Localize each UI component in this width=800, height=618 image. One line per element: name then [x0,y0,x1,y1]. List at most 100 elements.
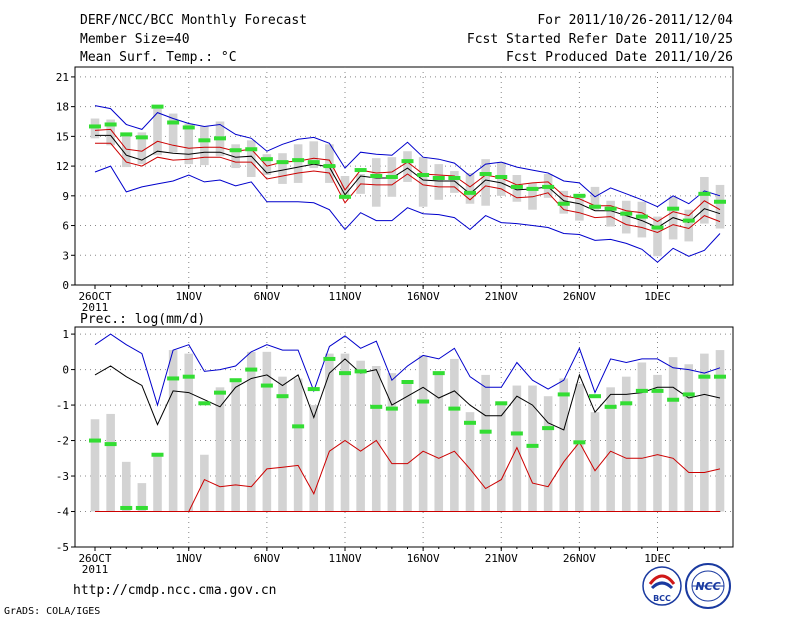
ensemble-bar [700,353,709,512]
observed-marker [339,194,351,199]
x-tick-label: 1DEC [644,290,671,303]
ensemble-bar [590,412,600,512]
y-tick-label: 0 [62,364,69,377]
ensemble-bar [481,374,490,512]
ensemble-bar [418,157,428,207]
observed-marker [245,367,258,372]
x-tick-label: 1NOV [176,290,203,303]
bcc-logo-arc-red [648,574,676,585]
ensemble-bar [278,376,287,512]
chart-title: DERF/NCC/BCC Monthly Forecast [80,13,307,28]
ensemble-bar [200,126,209,166]
x-tick-label: 16NOV [407,552,440,565]
precip-panel-title: Prec.: log(mm/d) [80,312,205,327]
observed-marker [401,380,414,384]
ensemble-bar [575,383,584,512]
ensemble-bar [606,200,615,227]
y-tick-label: 0 [62,279,69,292]
observed-marker [229,148,242,153]
ncc-logo: NCC [685,563,731,609]
ensemble-bar [340,353,350,512]
ensemble-bar [121,134,131,168]
ensemble-bar [403,151,412,182]
observed-marker [573,193,586,198]
observed-marker [635,214,648,219]
observed-marker [714,199,726,204]
ensemble-bar [90,419,100,512]
ensemble-bar [278,153,287,184]
observed-marker [464,420,476,425]
ensemble-bar [559,378,569,512]
ensemble-bar [590,186,600,210]
observed-marker [182,125,195,130]
ensemble-bar [371,158,381,207]
x-tick-label: 1DEC [644,552,671,565]
observed-marker [104,122,117,127]
ensemble-bar [356,360,365,512]
observed-marker [104,442,117,447]
ensemble-bar [215,387,225,512]
ensemble-bar [418,355,428,512]
source-url[interactable]: http://cmdp.ncc.cma.gov.cn [73,583,277,598]
observed-marker [526,443,539,448]
x-tick-label: 26OCT [78,552,111,565]
y-tick-label: 12 [56,160,69,173]
ensemble-bar [653,374,662,512]
observed-marker [635,388,648,393]
observed-marker [573,440,586,445]
observed-marker [323,356,336,361]
y-tick-label: -1 [56,399,69,412]
observed-marker [292,158,305,163]
x-tick-label: 21NOV [485,290,518,303]
observed-marker [385,174,398,179]
y-tick-label: 1 [62,328,69,341]
series-line-min [95,439,721,512]
observed-marker [651,388,664,393]
ensemble-bar [106,413,115,512]
ensemble-bar [434,371,444,512]
y-tick-label: -5 [56,541,69,554]
ensemble-bar [621,200,631,234]
observed-marker [276,394,289,399]
observed-marker [432,371,445,376]
observed-marker [292,424,305,429]
ensemble-bar [106,119,115,146]
ensemble-bar [168,113,178,153]
observed-marker [620,211,633,216]
observed-marker [354,168,367,173]
precipitation-panel: -5 -4 -3 -2 -1 0 1 26OCT 1NOV 6NOV 11NOV 16NOV 21NOV… [56,326,734,576]
observed-marker [214,390,226,395]
observed-marker [276,160,289,165]
observed-marker [229,378,242,383]
series-line-min [94,165,721,263]
ensemble-bar [715,350,725,512]
ensemble-bar [496,403,506,512]
ensemble-bar [528,385,537,512]
observed-marker [370,174,383,178]
ensemble-bar [231,382,240,512]
series-line-lower_spread [95,142,721,234]
y-tick-label: 6 [62,220,69,233]
y-tick-label: 15 [56,130,69,143]
ensemble-bar [168,350,178,512]
y-tick-label: -3 [56,470,69,483]
y-tick-label: -2 [56,435,69,448]
observed-marker [510,431,523,436]
y-tick-label: 9 [62,190,69,203]
grads-credit: GrADS: COLA/IGES [4,606,100,617]
observed-marker [339,371,351,376]
observed-marker [89,438,101,443]
observed-marker [167,120,180,125]
forecast-period: For 2011/10/26-2011/12/04 [537,13,733,28]
start-date: Fcst Started Refer Date 2011/10/25 [467,32,733,47]
observed-marker [307,387,320,392]
observed-marker [526,186,539,191]
ensemble-bar [481,159,490,206]
observed-marker [589,204,601,209]
observed-marker [182,374,195,379]
member-size: Member Size=40 [80,32,190,47]
ensemble-bar [293,378,303,512]
observed-marker [448,406,461,411]
